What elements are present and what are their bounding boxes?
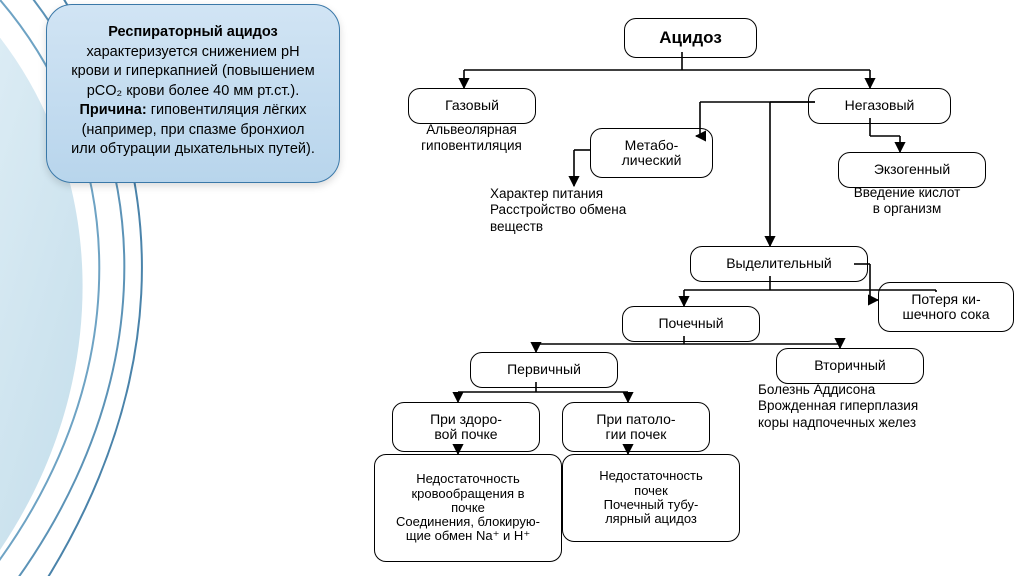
caption-metabolic: Характер питания Расстройство обмена вещ… [490,186,690,235]
node-acidosis: Ацидоз [624,18,757,58]
node-exogenous: Экзогенный [838,152,986,188]
info-cause-label: Причина: [80,102,151,118]
info-text1: характеризуется снижением pH крови и гип… [71,44,314,99]
node-pathology-detail: Недостаточность почек Почечный тубу- ляр… [562,454,740,542]
node-metabolic: Метабо- лический [590,128,713,178]
node-primary: Первичный [470,352,618,388]
stage: Респираторный ацидоз характеризуется сни… [0,0,1024,576]
node-healthy-detail: Недостаточность кровообращения в почке С… [374,454,562,562]
node-secondary: Вторичный [776,348,924,384]
node-gaseous: Газовый [408,88,536,124]
node-healthy-kidney: При здоро- вой почке [392,402,540,452]
node-renal: Почечный [622,306,760,342]
info-box: Респираторный ацидоз характеризуется сни… [46,4,340,183]
node-excretory: Выделительный [690,246,868,282]
caption-exogenous: Введение кислот в организм [832,185,982,218]
node-nongaseous: Негазовый [808,88,951,124]
caption-alveolar: Альвеолярная гиповентиляция [404,122,539,155]
node-gi-loss: Потеря ки- шечного сока [878,282,1014,332]
caption-secondary: Болезнь Аддисона Врожденная гиперплазия … [758,382,1016,431]
node-pathology-kidney: При патоло- гии почек [562,402,710,452]
info-title: Респираторный ацидоз [108,24,278,40]
